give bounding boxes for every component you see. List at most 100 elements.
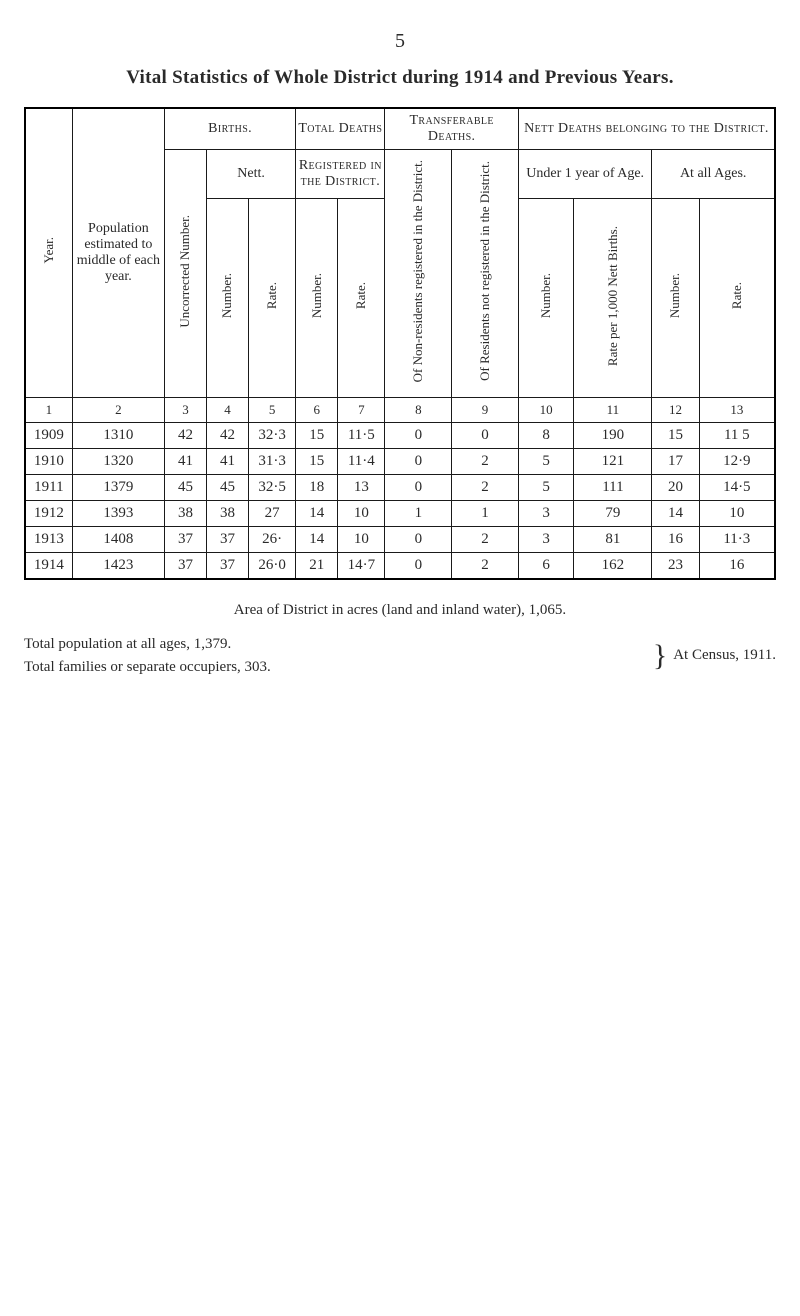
header-all-number: Number.	[652, 199, 699, 398]
cell-pop: 1310	[72, 423, 164, 449]
cell-nett-rate: 27	[248, 501, 295, 527]
header-all-rate: Rate.	[699, 199, 775, 398]
table-row: 1912 1393 38 38 27 14 10 1 1 3 79 14 10	[25, 501, 775, 527]
cell-nett-num: 38	[206, 501, 248, 527]
cell-nonres: 0	[385, 423, 452, 449]
header-population-label: Population estimated to middle of each y…	[77, 221, 160, 284]
brace-icon: }	[653, 644, 667, 668]
column-index-row: 1 2 3 4 5 6 7 8 9 10 11 12 13	[25, 398, 775, 423]
cell-pop: 1320	[72, 449, 164, 475]
header-year: Year.	[25, 108, 72, 398]
cell-td-rate: 10	[338, 501, 385, 527]
cell-u1-rate: 121	[574, 449, 652, 475]
cell-pop: 1408	[72, 527, 164, 553]
cell-td-num: 18	[296, 475, 338, 501]
cell-all-num: 15	[652, 423, 699, 449]
col-idx-cell: 3	[165, 398, 207, 423]
cell-nonres: 0	[385, 527, 452, 553]
cell-nett-rate: 31·3	[248, 449, 295, 475]
cell-resnot: 2	[452, 449, 519, 475]
cell-nonres: 0	[385, 475, 452, 501]
cell-td-rate: 11·4	[338, 449, 385, 475]
header-transferable: Transferable Deaths.	[385, 108, 518, 150]
cell-nett-rate: 26·0	[248, 553, 295, 580]
cell-uncorr: 42	[165, 423, 207, 449]
cell-resnot: 2	[452, 527, 519, 553]
footer-left: Total population at all ages, 1,379. Tot…	[24, 633, 271, 678]
cell-all-rate: 11 5	[699, 423, 775, 449]
col-idx-cell: 13	[699, 398, 775, 423]
col-idx-cell: 2	[72, 398, 164, 423]
header-year-label: Year.	[41, 231, 57, 270]
cell-uncorr: 37	[165, 527, 207, 553]
cell-u1-num: 5	[518, 449, 573, 475]
footer-total-families: Total families or separate occupiers, 30…	[24, 656, 271, 679]
page-number: 5	[24, 30, 776, 53]
header-nett-deaths: Nett Deaths belonging to the District.	[518, 108, 775, 150]
header-total-deaths: Total Deaths	[296, 108, 385, 150]
cell-all-rate: 12·9	[699, 449, 775, 475]
col-idx-cell: 1	[25, 398, 72, 423]
cell-all-num: 20	[652, 475, 699, 501]
page-title: Vital Statistics of Whole District durin…	[24, 67, 776, 89]
footer-census: At Census, 1911.	[673, 647, 776, 664]
cell-td-rate: 13	[338, 475, 385, 501]
cell-uncorr: 41	[165, 449, 207, 475]
cell-all-num: 14	[652, 501, 699, 527]
cell-u1-rate: 111	[574, 475, 652, 501]
cell-year: 1910	[25, 449, 72, 475]
cell-resnot: 2	[452, 475, 519, 501]
cell-u1-num: 3	[518, 527, 573, 553]
cell-year: 1912	[25, 501, 72, 527]
header-births: Births.	[165, 108, 296, 150]
header-all-ages: At all Ages.	[652, 150, 775, 199]
header-residents-not: Of Residents not registered in the Distr…	[452, 150, 519, 398]
cell-u1-rate: 79	[574, 501, 652, 527]
header-registered: Registered in the District.	[296, 150, 385, 199]
cell-uncorr: 38	[165, 501, 207, 527]
header-u1-rate-label: Rate per 1,000 Nett Births.	[605, 220, 621, 372]
cell-u1-rate: 81	[574, 527, 652, 553]
col-idx-cell: 5	[248, 398, 295, 423]
header-td-rate: Rate.	[338, 199, 385, 398]
cell-nett-rate: 32·5	[248, 475, 295, 501]
cell-all-rate: 11·3	[699, 527, 775, 553]
cell-year: 1911	[25, 475, 72, 501]
header-nett-rate-label: Rate.	[264, 276, 280, 315]
header-nett-rate: Rate.	[248, 199, 295, 398]
cell-nett-num: 41	[206, 449, 248, 475]
vital-statistics-table: Year. Population estimated to middle of …	[24, 107, 776, 580]
cell-td-num: 14	[296, 527, 338, 553]
cell-all-num: 16	[652, 527, 699, 553]
header-td-number-label: Number.	[309, 267, 325, 324]
cell-resnot: 0	[452, 423, 519, 449]
cell-nonres: 1	[385, 501, 452, 527]
col-idx-cell: 12	[652, 398, 699, 423]
cell-nett-num: 45	[206, 475, 248, 501]
table-row: 1911 1379 45 45 32·5 18 13 0 2 5 111 20 …	[25, 475, 775, 501]
cell-all-rate: 16	[699, 553, 775, 580]
cell-u1-rate: 190	[574, 423, 652, 449]
header-residents-not-label: Of Residents not registered in the Distr…	[477, 155, 493, 387]
cell-td-rate: 11·5	[338, 423, 385, 449]
cell-td-num: 15	[296, 449, 338, 475]
cell-nett-num: 37	[206, 553, 248, 580]
header-population: Population estimated to middle of each y…	[72, 108, 164, 398]
cell-u1-num: 3	[518, 501, 573, 527]
table-row: 1914 1423 37 37 26·0 21 14·7 0 2 6 162 2…	[25, 553, 775, 580]
table-row: 1913 1408 37 37 26· 14 10 0 2 3 81 16 11…	[25, 527, 775, 553]
table-row: 1910 1320 41 41 31·3 15 11·4 0 2 5 121 1…	[25, 449, 775, 475]
table-row: 1909 1310 42 42 32·3 15 11·5 0 0 8 190 1…	[25, 423, 775, 449]
header-nonresidents: Of Non-residents registered in the Distr…	[385, 150, 452, 398]
header-nonresidents-label: Of Non-residents registered in the Distr…	[410, 154, 426, 388]
cell-all-rate: 14·5	[699, 475, 775, 501]
header-total-deaths-label: Total Deaths	[298, 121, 382, 136]
header-u1-rate: Rate per 1,000 Nett Births.	[574, 199, 652, 398]
footer-census-wrap: } At Census, 1911.	[653, 644, 776, 668]
cell-td-num: 15	[296, 423, 338, 449]
col-idx-cell: 8	[385, 398, 452, 423]
cell-td-num: 14	[296, 501, 338, 527]
header-u1-number-label: Number.	[538, 267, 554, 324]
cell-nonres: 0	[385, 449, 452, 475]
cell-pop: 1423	[72, 553, 164, 580]
